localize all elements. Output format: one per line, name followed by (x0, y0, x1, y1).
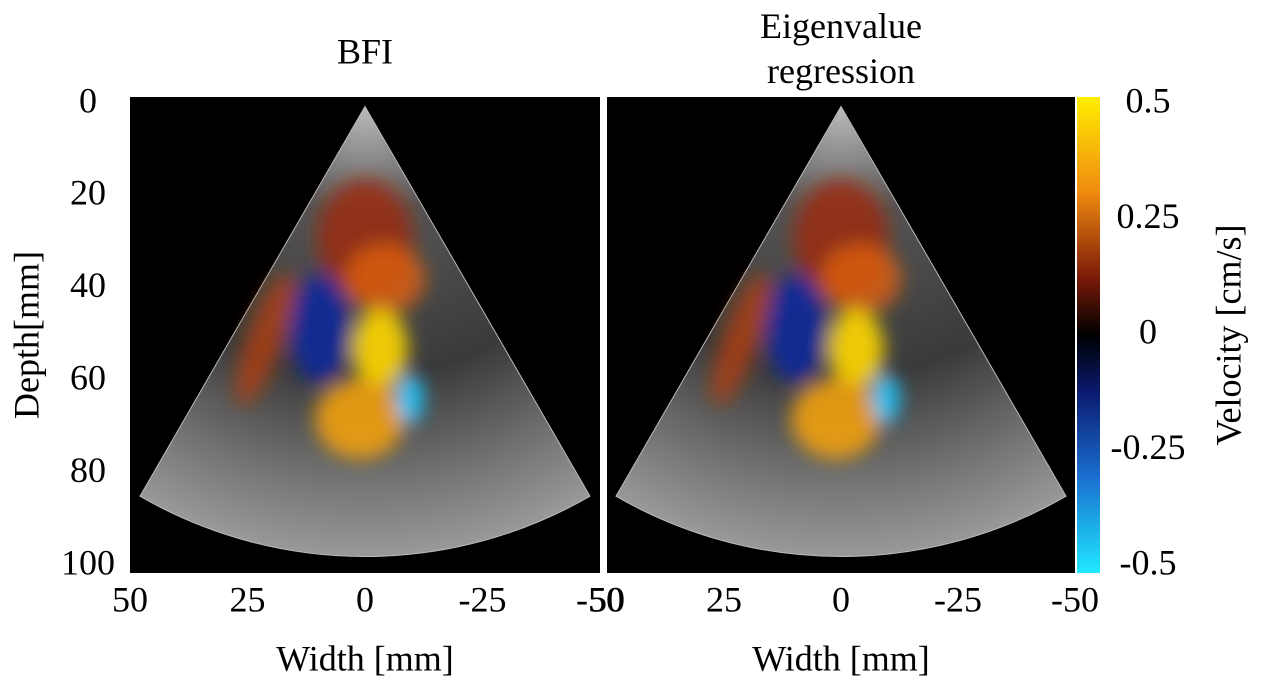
colorbar (1077, 97, 1100, 573)
x-tick-label: 0 (832, 579, 850, 619)
x-tick-label: -50 (1051, 579, 1099, 619)
x-tick-label: 25 (706, 579, 742, 619)
colorbar-tick-label: 0.25 (1117, 196, 1180, 236)
x-tick-label: 0 (356, 579, 374, 619)
x-tick-label: -25 (934, 579, 982, 619)
y-tick-label: 60 (70, 357, 106, 397)
figure: BFI 50 25 0 -25 -50 Width [mm] 0 20 40 60 80 100 Dept… (0, 0, 1263, 687)
y-tick-label: 80 (70, 450, 106, 490)
x-tick-label: 50 (589, 579, 625, 619)
page: {"chart_data": [ {"type": "image", "titl… (0, 0, 1263, 687)
y-axis-label: Depth[mm] (6, 251, 46, 419)
colorbar-label: Velocity [cm/s] (1208, 225, 1248, 446)
colorbar-tick-label: 0 (1139, 311, 1157, 351)
colorbar-tick-label: -0.5 (1120, 542, 1177, 582)
y-tick-label: 100 (61, 542, 115, 582)
x-axis-label: Width [mm] (276, 638, 454, 678)
x-tick-label: 50 (112, 579, 148, 619)
x-axis-label: Width [mm] (752, 638, 930, 678)
y-tick-label: 0 (79, 80, 97, 120)
y-tick-label: 20 (70, 173, 106, 213)
colorbar-tick-label: -0.25 (1111, 427, 1186, 467)
x-tick-label: -25 (459, 579, 507, 619)
colorbar-tick-label: 0.5 (1126, 80, 1171, 120)
x-tick-label: 25 (230, 579, 266, 619)
panel-title: BFI (337, 31, 393, 71)
y-tick-label: 40 (70, 265, 106, 305)
